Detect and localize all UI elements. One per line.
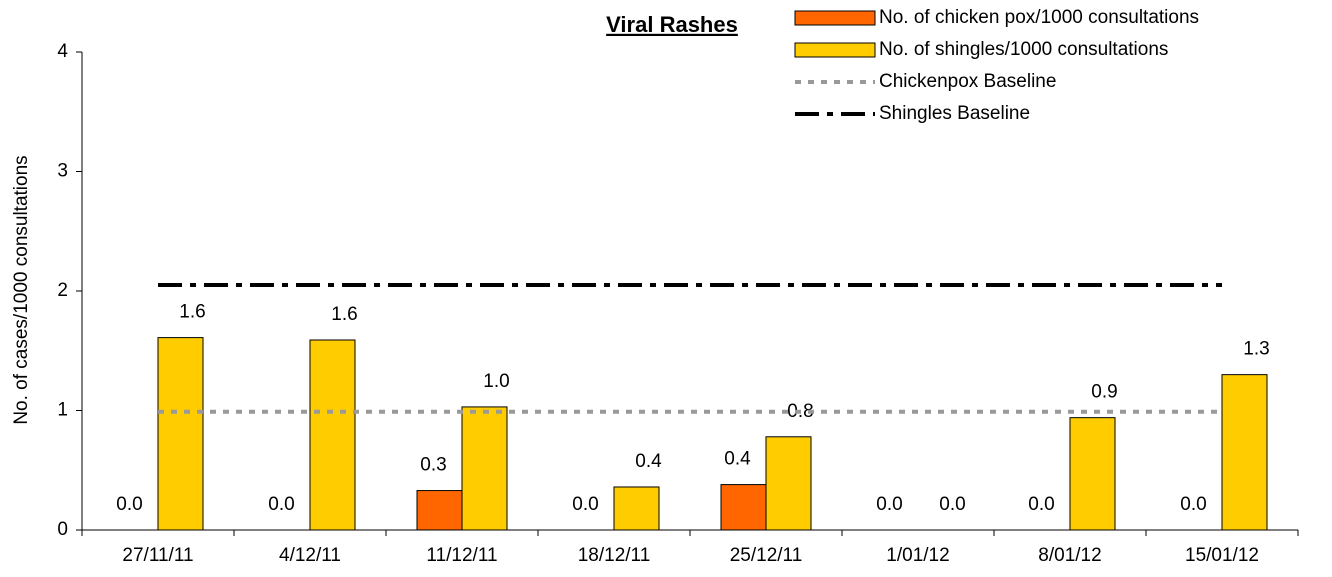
legend-swatch [794,10,876,26]
y-tick-label: 4 [57,41,68,62]
y-tick-label: 3 [57,161,68,182]
x-tick-label: 11/12/11 [426,545,497,566]
data-label: 0.4 [724,449,751,470]
bar [309,339,356,531]
legend-swatch [794,42,876,58]
data-label: 1.0 [483,371,509,392]
legend-label: Shingles Baseline [879,103,1030,124]
data-label: 0.9 [1091,382,1117,403]
legend-label: No. of chicken pox/1000 consultations [879,7,1199,28]
data-label: 1.6 [179,302,205,323]
bar [720,484,767,531]
y-tick-label: 2 [57,280,68,301]
data-label: 0.4 [635,451,662,472]
x-tick-label: 25/12/11 [730,545,803,566]
data-label: 0.0 [116,494,142,515]
bar [416,490,463,531]
data-label: 0.3 [420,455,446,476]
x-tick-label: 27/11/11 [122,545,193,566]
data-label: 0.0 [939,494,965,515]
legend-label: No. of shingles/1000 consultations [879,39,1168,60]
y-tick-label: 1 [57,400,68,421]
data-label: 1.3 [1243,339,1269,360]
data-label: 0.0 [876,494,902,515]
y-tick-label: 0 [57,519,68,540]
chart-title: Viral Rashes [606,12,738,37]
x-tick-label: 4/12/11 [279,545,341,566]
legend-label: Chickenpox Baseline [879,71,1056,92]
data-label: 1.6 [331,304,357,325]
data-label: 0.0 [1028,494,1054,515]
x-tick-label: 1/01/12 [886,545,949,566]
bar [1221,374,1268,531]
data-label: 0.0 [572,494,598,515]
x-tick-label: 15/01/12 [1185,545,1259,566]
x-tick-label: 8/01/12 [1038,545,1101,566]
bar [1069,417,1116,531]
bar [157,337,204,531]
bar [461,406,508,531]
bar [613,486,660,531]
bar [765,436,812,531]
y-axis-label: No. of cases/1000 consultations [11,155,32,424]
data-label: 0.0 [268,494,294,515]
x-tick-label: 18/12/11 [578,545,651,566]
data-label: 0.0 [1180,494,1206,515]
